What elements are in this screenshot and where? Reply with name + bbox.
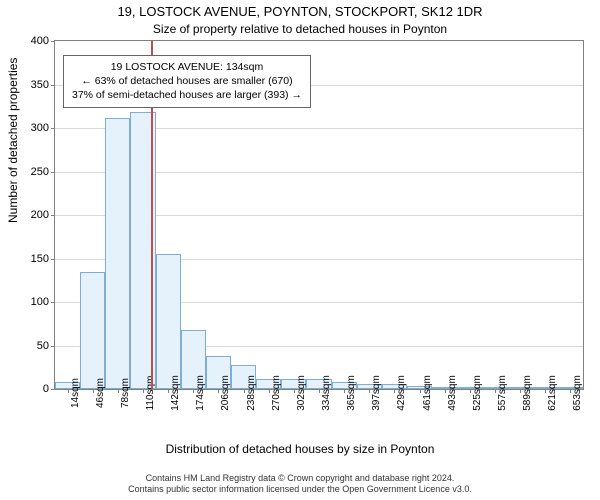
x-tick-label: 174sqm bbox=[193, 375, 206, 411]
x-tick-label: 621sqm bbox=[545, 375, 558, 411]
annotation-line: ← 63% of detached houses are smaller (67… bbox=[72, 74, 302, 88]
chart-title-line2: Size of property relative to detached ho… bbox=[0, 22, 600, 36]
y-tick-label: 100 bbox=[31, 296, 49, 308]
x-tick-label: 589sqm bbox=[520, 375, 533, 411]
x-tick-label: 302sqm bbox=[294, 375, 307, 411]
x-tick-label: 238sqm bbox=[244, 375, 257, 411]
y-tick-mark bbox=[51, 259, 55, 260]
x-tick-label: 46sqm bbox=[93, 378, 106, 408]
x-tick-label: 557sqm bbox=[495, 375, 508, 411]
y-axis-label: Number of detached properties bbox=[6, 58, 20, 223]
y-tick-mark bbox=[51, 346, 55, 347]
y-tick-label: 50 bbox=[37, 340, 49, 352]
x-axis-label: Distribution of detached houses by size … bbox=[0, 442, 600, 456]
annotation-line: 37% of semi-detached houses are larger (… bbox=[72, 88, 302, 102]
y-tick-label: 0 bbox=[43, 383, 49, 395]
y-tick-label: 200 bbox=[31, 209, 49, 221]
x-tick-label: 110sqm bbox=[143, 376, 156, 411]
x-tick-label: 365sqm bbox=[344, 375, 357, 411]
y-tick-mark bbox=[51, 389, 55, 390]
y-tick-label: 150 bbox=[31, 253, 49, 265]
y-tick-mark bbox=[51, 172, 55, 173]
y-tick-mark bbox=[51, 215, 55, 216]
annotation-box: 19 LOSTOCK AVENUE: 134sqm← 63% of detach… bbox=[63, 55, 311, 108]
histogram-bar bbox=[105, 118, 130, 389]
x-tick-label: 461sqm bbox=[420, 375, 433, 411]
y-tick-label: 350 bbox=[31, 79, 49, 91]
x-tick-label: 493sqm bbox=[445, 375, 458, 411]
y-tick-label: 250 bbox=[31, 166, 49, 178]
y-tick-label: 400 bbox=[31, 35, 49, 47]
x-tick-label: 525sqm bbox=[470, 375, 483, 411]
y-tick-mark bbox=[51, 302, 55, 303]
chart-title-line1: 19, LOSTOCK AVENUE, POYNTON, STOCKPORT, … bbox=[0, 4, 600, 19]
footer-line1: Contains HM Land Registry data © Crown c… bbox=[0, 473, 600, 485]
chart-container: 19, LOSTOCK AVENUE, POYNTON, STOCKPORT, … bbox=[0, 0, 600, 500]
x-tick-label: 653sqm bbox=[570, 375, 583, 411]
x-tick-label: 206sqm bbox=[218, 375, 231, 411]
histogram-bar bbox=[80, 272, 105, 389]
x-tick-label: 142sqm bbox=[168, 375, 181, 411]
plot-area: 05010015020025030035040014sqm46sqm78sqm1… bbox=[54, 40, 584, 390]
footer-line2: Contains public sector information licen… bbox=[0, 484, 600, 496]
x-tick-label: 270sqm bbox=[269, 375, 282, 411]
footer-attribution: Contains HM Land Registry data © Crown c… bbox=[0, 473, 600, 496]
x-tick-label: 334sqm bbox=[319, 375, 332, 411]
x-tick-label: 78sqm bbox=[118, 378, 131, 408]
y-tick-mark bbox=[51, 128, 55, 129]
x-tick-label: 14sqm bbox=[68, 378, 81, 408]
y-tick-mark bbox=[51, 41, 55, 42]
x-tick-label: 429sqm bbox=[394, 375, 407, 411]
x-tick-label: 397sqm bbox=[369, 375, 382, 411]
annotation-line: 19 LOSTOCK AVENUE: 134sqm bbox=[72, 60, 302, 74]
y-tick-label: 300 bbox=[31, 122, 49, 134]
histogram-bar bbox=[156, 254, 181, 389]
y-tick-mark bbox=[51, 85, 55, 86]
